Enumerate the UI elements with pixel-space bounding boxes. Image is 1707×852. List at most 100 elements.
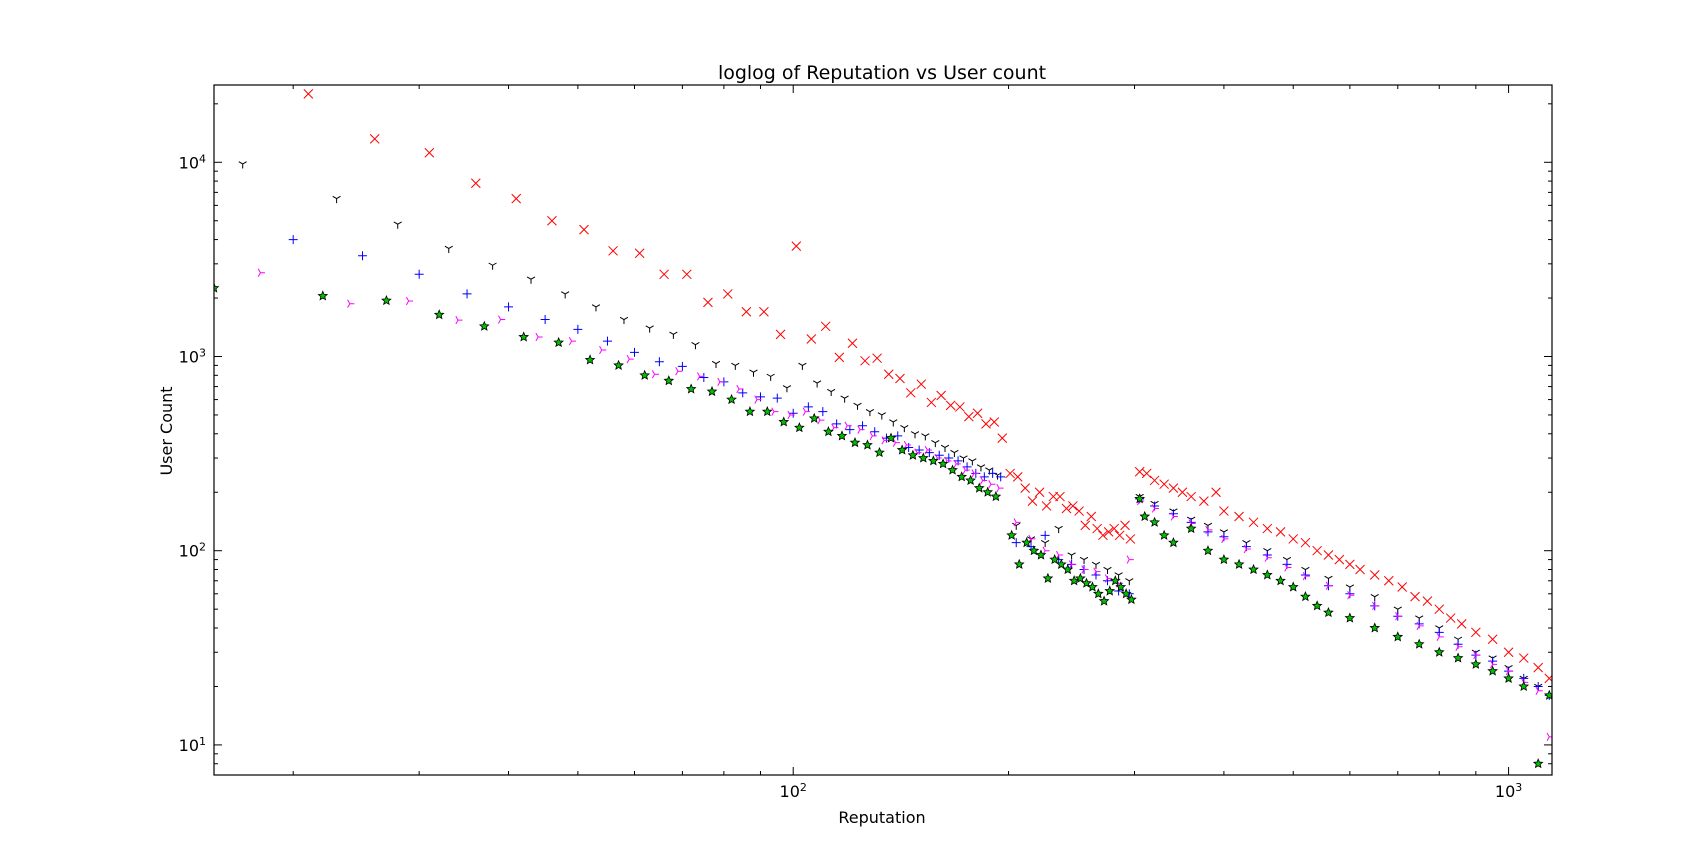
data-point [847,338,858,349]
data-point [872,353,882,364]
data-point [812,380,822,388]
data-point [1114,530,1125,541]
data-point [504,302,514,312]
data-point [1383,575,1394,586]
plot-frame [213,84,1553,776]
data-point [1198,496,1209,506]
data-point [1473,650,1481,660]
data-point [1532,758,1544,769]
data-point [877,412,886,420]
data-point [675,367,683,376]
data-point [997,433,1008,443]
data-point [1311,600,1323,611]
data-point [1287,581,1299,592]
data-point [1445,613,1456,623]
data-point [1535,686,1543,695]
data-point [731,362,740,370]
data-point [1020,483,1031,493]
data-point [953,459,961,469]
data-point [518,331,530,342]
data-point [573,324,583,334]
data-point [1261,569,1273,580]
data-point [1202,545,1214,556]
data-point [608,245,618,256]
data-point [817,416,825,425]
data-point [921,433,930,441]
data-point [584,354,596,365]
data-point [1049,553,1061,565]
data-point [1275,527,1286,537]
data-point [470,178,481,189]
data-point [870,427,880,437]
data-point [1185,522,1197,534]
data-point [703,297,713,308]
data-point [1300,570,1310,580]
y-tick-label: 102 [179,540,206,561]
data-point [717,377,725,387]
data-point [1369,570,1380,580]
data-point [937,458,949,469]
data-point [889,419,898,427]
data-point [1114,572,1123,580]
data-point [414,269,424,279]
data-point [981,418,991,429]
data-point [1092,523,1103,534]
data-point [535,332,543,342]
data-point [1434,627,1444,637]
data-point [681,269,692,280]
data-point [1068,575,1080,586]
data-point [1489,660,1498,669]
data-point [1323,606,1334,618]
data-point [976,464,986,472]
data-point [827,388,836,397]
data-point [1170,512,1178,521]
data-point [1104,574,1112,583]
data-point [547,215,557,226]
data-point [1248,517,1259,528]
chart-title: loglog of Reputation vs User count [718,62,1046,84]
data-point [497,315,506,324]
data-point [602,336,612,346]
data-point [1288,534,1299,544]
data-point [927,455,939,466]
data-point [1487,665,1499,676]
data-point [663,375,675,386]
data-point [1021,537,1033,548]
data-point [214,282,220,293]
data-point [619,316,629,325]
data-point [1323,550,1334,560]
data-point [1470,658,1482,669]
data-point [677,361,687,371]
data-point [1345,589,1355,599]
data-point [1203,527,1213,537]
data-point [1067,552,1076,560]
y-axis-label: User Count [157,386,176,475]
data-point [1413,638,1425,649]
data-point [736,384,744,394]
data-point [722,289,733,299]
data-point [945,400,956,411]
data-point [794,422,805,433]
data-point [956,471,968,482]
data-point [1055,558,1067,569]
data-point [1126,593,1137,605]
data-point [971,469,979,478]
data-point [968,458,977,466]
data-point [1115,581,1127,592]
data-point [823,426,834,437]
data-point [910,431,920,439]
data-point [896,444,908,455]
data-point [936,390,947,401]
data-point [808,412,820,423]
data-point [696,372,705,381]
data-point [478,320,490,331]
data-point [895,373,905,384]
data-point [1055,491,1065,502]
series-2 [288,235,1552,700]
data-point [840,395,849,403]
data-point [1503,647,1514,658]
data-point [857,425,865,434]
data-point [526,276,536,284]
data-point [749,369,758,377]
